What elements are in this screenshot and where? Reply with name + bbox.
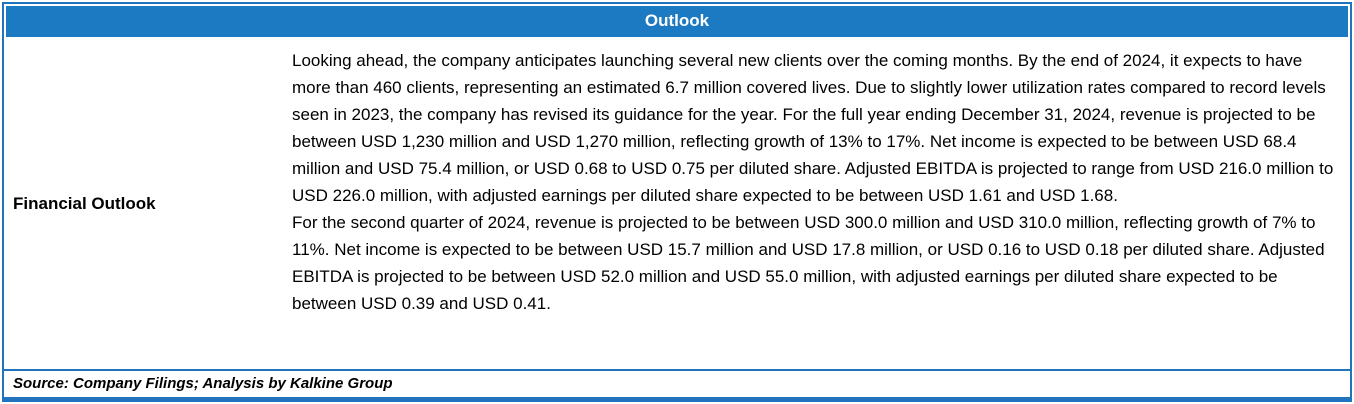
outlook-paragraph-full-year: Looking ahead, the company anticipates l… [292,51,1334,206]
table-header-outlook: Outlook [6,6,1348,38]
row-label-financial-outlook: Financial Outlook [13,194,156,214]
outlook-paragraph-second-quarter: For the second quarter of 2024, revenue … [292,213,1325,314]
outlook-text-cell: Looking ahead, the company anticipates l… [292,47,1350,361]
table-row: Financial Outlook Looking ahead, the com… [4,37,1350,369]
source-note: Source: Company Filings; Analysis by Kal… [4,369,1350,397]
